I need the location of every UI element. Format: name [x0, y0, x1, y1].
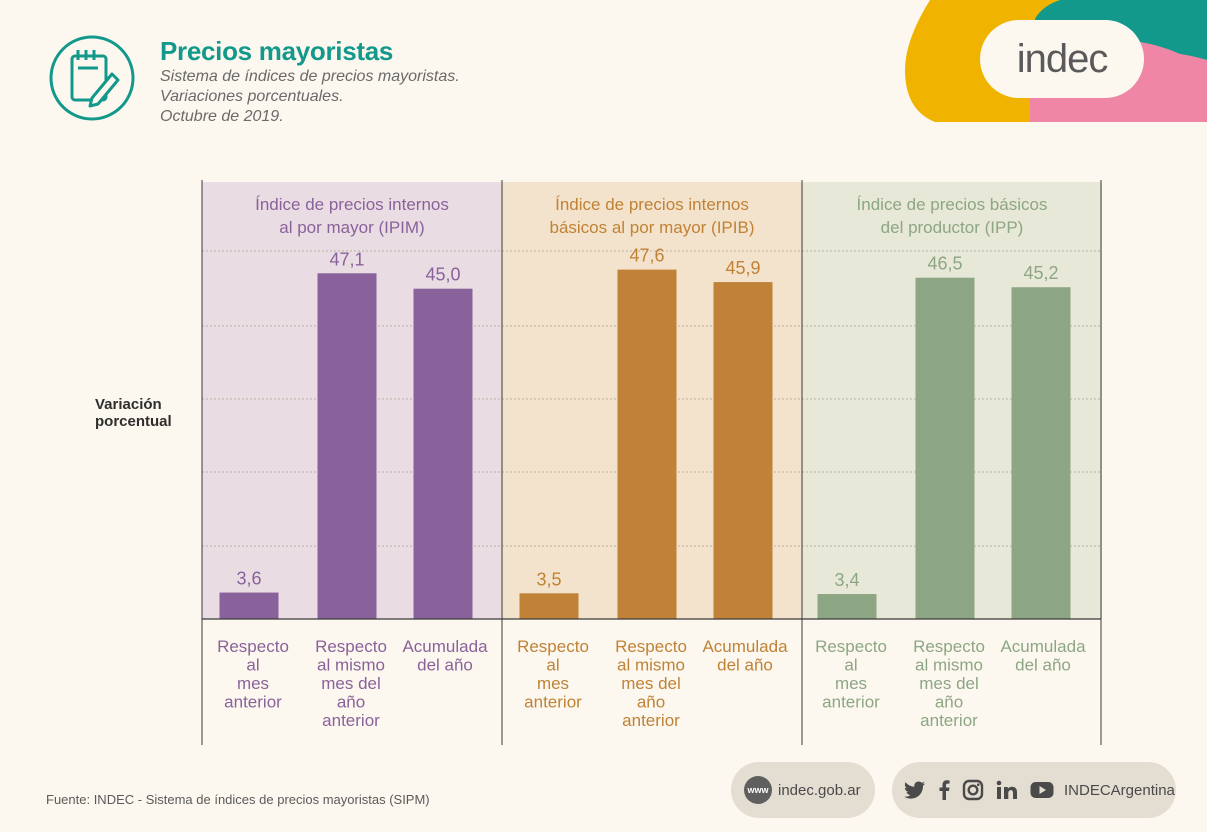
category-label-line: al: [844, 656, 857, 675]
category-label-line: anterior: [524, 693, 582, 712]
panel-title-line: al por mayor (IPIM): [279, 218, 424, 237]
panel-title-line: Índice de precios básicos: [857, 195, 1048, 214]
category-label-line: al: [246, 656, 259, 675]
category-label-line: Respecto: [815, 637, 887, 656]
category-label-line: anterior: [920, 711, 978, 730]
subtitle-line-1: Sistema de índices de precios mayoristas…: [160, 68, 460, 85]
category-label-line: año: [935, 693, 963, 712]
category-label-line: año: [337, 693, 365, 712]
category-label-line: Respecto: [315, 637, 387, 656]
bar: [817, 594, 877, 619]
social-handle: INDECArgentina: [1064, 781, 1175, 799]
category-label-line: Acumulada: [702, 637, 788, 656]
bar: [519, 593, 579, 619]
data-label: 45,0: [425, 265, 460, 285]
panel-title-line: Índice de precios internos: [555, 195, 749, 214]
bar: [617, 269, 677, 619]
website-link[interactable]: www indec.gob.ar: [731, 762, 875, 818]
data-label: 45,9: [725, 258, 760, 278]
category-label-line: mes: [237, 674, 269, 693]
data-label: 46,5: [927, 254, 962, 274]
data-label: 47,6: [629, 246, 664, 266]
category-label-line: al: [546, 656, 559, 675]
panel-title-line: del productor (IPP): [881, 218, 1024, 237]
data-label: 3,5: [536, 569, 561, 589]
category-label-line: mes del: [919, 674, 979, 693]
category-label-line: Respecto: [517, 637, 589, 656]
data-label: 3,6: [236, 569, 261, 589]
bar: [713, 282, 773, 619]
subtitle-line-2: Variaciones porcentuales.: [160, 88, 344, 105]
y-axis-label-text: Variación porcentual: [95, 396, 172, 430]
data-label: 3,4: [834, 570, 859, 590]
category-label-line: al mismo: [317, 656, 385, 675]
category-label-line: mes del: [621, 674, 681, 693]
category-label-line: anterior: [622, 711, 680, 730]
www-badge-icon: www: [744, 776, 772, 804]
category-label-line: mes del: [321, 674, 381, 693]
category-label-line: anterior: [822, 693, 880, 712]
data-label: 47,1: [329, 249, 364, 269]
category-label-line: del año: [1015, 656, 1071, 675]
subtitle-line-3: Octubre de 2019.: [160, 108, 284, 125]
category-label-line: al mismo: [915, 656, 983, 675]
category-label-line: mes: [835, 674, 867, 693]
category-label-line: anterior: [322, 711, 380, 730]
y-axis-label: Variación porcentual: [95, 396, 185, 430]
social-links[interactable]: INDECArgentina: [892, 762, 1176, 818]
category-label-line: Acumulada: [1000, 637, 1086, 656]
facebook-icon[interactable]: [938, 780, 950, 800]
category-label-line: Respecto: [615, 637, 687, 656]
category-label-line: Acumulada: [402, 637, 488, 656]
source-note: Fuente: INDEC - Sistema de índices de pr…: [46, 792, 430, 807]
instagram-icon[interactable]: [962, 779, 984, 801]
page-title: Precios mayoristas: [160, 36, 394, 66]
category-label-line: al mismo: [617, 656, 685, 675]
category-label-line: anterior: [224, 693, 282, 712]
panel-title-line: Índice de precios internos: [255, 195, 449, 214]
bar: [413, 288, 473, 619]
category-label-line: año: [637, 693, 665, 712]
notepad-pencil-icon: [49, 35, 135, 121]
linkedin-icon[interactable]: [996, 780, 1018, 800]
category-label-line: mes: [537, 674, 569, 693]
category-label-line: Respecto: [913, 637, 985, 656]
bar: [317, 273, 377, 619]
bar-chart: Índice de precios internos al por mayor (…: [201, 180, 1102, 745]
category-label-line: Respecto: [217, 637, 289, 656]
bar: [219, 592, 279, 619]
twitter-icon[interactable]: [904, 781, 926, 799]
panel-title-line: básicos al por mayor (IPIB): [549, 218, 754, 237]
bar: [915, 277, 975, 619]
bar: [1011, 287, 1071, 619]
indec-logo[interactable]: indec: [980, 20, 1144, 98]
website-text: indec.gob.ar: [778, 781, 861, 799]
category-label-line: del año: [717, 656, 773, 675]
youtube-icon[interactable]: [1030, 781, 1054, 799]
data-label: 45,2: [1023, 263, 1058, 283]
category-label-line: del año: [417, 656, 473, 675]
